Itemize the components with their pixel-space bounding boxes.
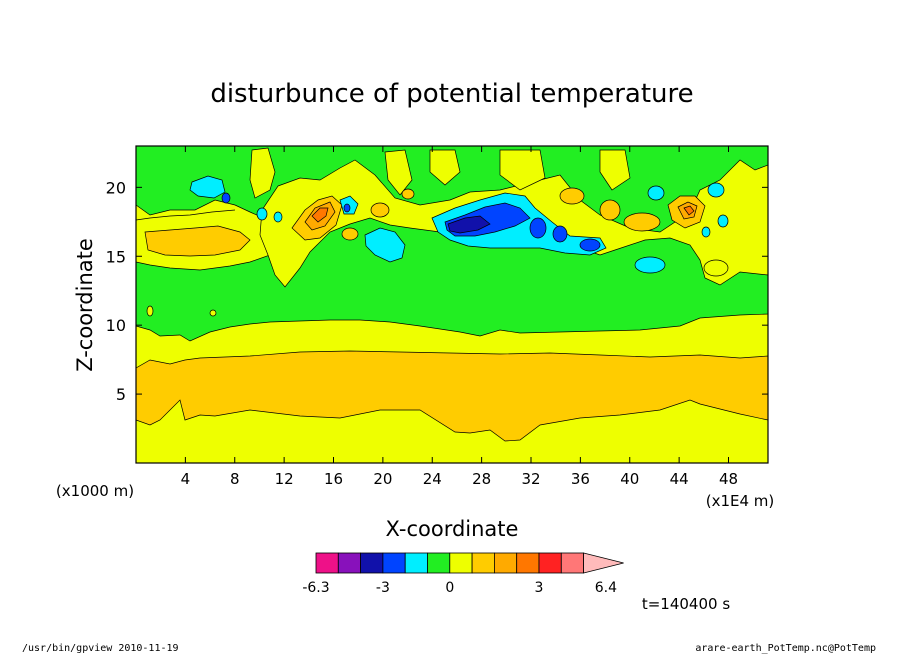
colorbar-swatch bbox=[337, 552, 361, 574]
colorbar-labels: -6.3 -3 0 3 6.4 bbox=[302, 580, 617, 596]
warm-core bbox=[311, 207, 329, 223]
colorbar-label: -6.3 bbox=[302, 580, 329, 596]
upper-positive-band bbox=[384, 149, 413, 196]
colorbar-label: 3 bbox=[535, 580, 544, 596]
x-tick-label: 20 bbox=[373, 470, 392, 488]
warm-cell bbox=[341, 227, 359, 241]
time-label: t=140400 s bbox=[642, 595, 730, 613]
warm-cell bbox=[209, 309, 217, 317]
chart-title: disturbunce of potential temperature bbox=[210, 79, 693, 109]
colorbar bbox=[315, 552, 624, 574]
x-tick-label: 28 bbox=[472, 470, 491, 488]
x-tick-label: 40 bbox=[620, 470, 639, 488]
y-axis-label: Z-coordinate bbox=[73, 238, 97, 372]
y-tick-label: 10 bbox=[106, 316, 126, 335]
y-tick-label: 20 bbox=[106, 178, 126, 197]
x-axis-unit: (x1E4 m) bbox=[706, 492, 775, 510]
cold-cell bbox=[717, 214, 729, 228]
x-tick-label: 16 bbox=[324, 470, 343, 488]
colorbar-label: -3 bbox=[376, 580, 390, 596]
cold-core bbox=[447, 215, 491, 234]
colorbar-swatch bbox=[427, 552, 451, 574]
x-tick-label: 12 bbox=[275, 470, 294, 488]
contour-line bbox=[136, 209, 236, 221]
colorbar-swatch bbox=[471, 552, 495, 574]
y-tick-label: 5 bbox=[116, 385, 126, 404]
upper-positive-band bbox=[429, 149, 461, 186]
colorbar-swatch bbox=[538, 552, 562, 574]
cold-cell bbox=[221, 192, 231, 204]
cold-cell bbox=[647, 185, 665, 201]
x-tick-label: 4 bbox=[181, 470, 191, 488]
cold-cell bbox=[707, 182, 725, 198]
colorbar-swatch bbox=[360, 552, 384, 574]
footer-left-note: /usr/bin/gpview 2010-11-19 bbox=[22, 643, 179, 654]
warm-cell bbox=[599, 199, 621, 221]
cold-cell bbox=[552, 225, 568, 243]
cold-cell bbox=[579, 238, 601, 252]
x-tick-label: 48 bbox=[719, 470, 738, 488]
upper-positive-band bbox=[599, 149, 631, 191]
cold-cell bbox=[701, 226, 711, 238]
cold-region bbox=[364, 227, 406, 263]
colorbar-swatch bbox=[493, 552, 518, 574]
colorbar-swatch bbox=[449, 552, 473, 574]
warm-cell bbox=[146, 305, 154, 317]
cold-cell bbox=[529, 217, 547, 239]
cold-cell bbox=[273, 211, 283, 223]
lower-warm-band bbox=[136, 350, 768, 442]
colorbar-swatch bbox=[315, 552, 339, 574]
plot-area bbox=[136, 146, 768, 463]
x-axis-label: X-coordinate bbox=[386, 517, 519, 541]
x-tick-label: 24 bbox=[423, 470, 442, 488]
footer-right-note: arare-earth_PotTemp.nc@PotTemp bbox=[695, 643, 876, 654]
warm-region-left bbox=[144, 225, 251, 257]
y-axis-unit: (x1000 m) bbox=[56, 482, 134, 500]
colorbar-swatch bbox=[404, 552, 428, 574]
colorbar-label: 6.4 bbox=[595, 580, 617, 596]
upper-positive-band bbox=[499, 149, 546, 191]
colorbar-label: 0 bbox=[445, 580, 454, 596]
warm-cell bbox=[703, 259, 729, 277]
colorbar-swatch bbox=[382, 552, 406, 574]
cold-cell bbox=[634, 256, 666, 274]
colorbar-swatch bbox=[560, 552, 584, 574]
y-axis-ticks: 5 10 15 20 bbox=[106, 178, 768, 404]
y-tick-label: 15 bbox=[106, 247, 126, 266]
plot-frame bbox=[135, 145, 769, 464]
warm-cell bbox=[559, 187, 585, 205]
upper-positive-band bbox=[249, 147, 276, 199]
cold-cell bbox=[343, 203, 351, 213]
warm-cell bbox=[370, 202, 390, 218]
x-tick-label: 8 bbox=[230, 470, 240, 488]
colorbar-swatch bbox=[516, 552, 540, 574]
colorbar-extension-arrow bbox=[583, 552, 624, 574]
warm-core bbox=[683, 205, 695, 216]
x-tick-label: 44 bbox=[670, 470, 689, 488]
cold-cell bbox=[256, 207, 268, 221]
x-tick-label: 36 bbox=[571, 470, 590, 488]
x-tick-label: 32 bbox=[521, 470, 540, 488]
cold-region bbox=[189, 175, 226, 199]
warm-cell bbox=[401, 188, 415, 200]
x-axis-ticks: 4 8 12 16 20 24 28 32 36 40 44 48 bbox=[181, 146, 738, 488]
warm-cell bbox=[623, 212, 661, 232]
